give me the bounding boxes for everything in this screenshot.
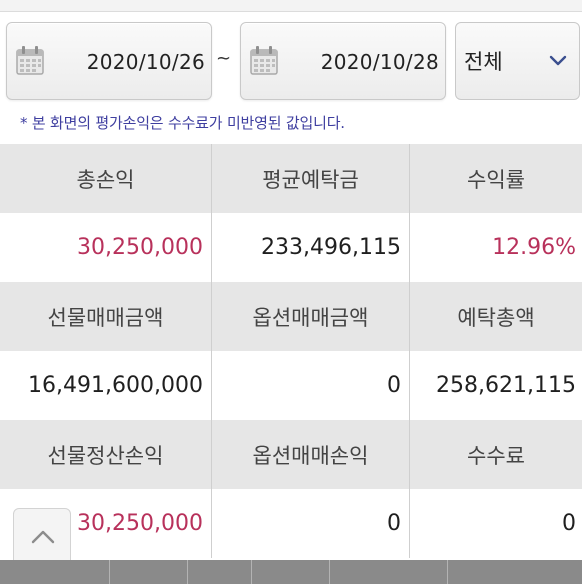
date-from-picker[interactable]: 2020/10/26 [6,22,212,100]
bottom-tab[interactable] [448,560,582,584]
value-options-trade-amount: 0 [212,351,410,420]
value-return-rate: 12.96% [492,235,576,260]
value-avg-deposit: 233,496,115 [212,213,410,282]
summary-label-row: 선물정산손익 옵션매매손익 수수료 [0,420,582,489]
label-avg-deposit: 평균예탁금 [212,144,410,213]
bottom-tab-bar [0,560,582,584]
value-futures-settlement-pl: 30,250,000 [0,489,212,558]
label-total-deposit: 예탁총액 [457,305,535,330]
bottom-tab[interactable] [252,560,330,584]
category-select[interactable]: 전체 [455,22,580,100]
value-futures-trade-amount: 16,491,600,000 [0,351,212,420]
summary-label-row: 총손익 평균예탁금 수익률 [0,144,582,213]
top-strip [0,0,582,12]
bottom-tab[interactable] [110,560,188,584]
label-commission: 수수료 [467,443,525,468]
value-total-deposit: 258,621,115 [436,373,576,398]
label-futures-trade-amount: 선물매매금액 [0,282,212,351]
date-from-value: 2020/10/26 [86,50,205,74]
label-options-trade-amount: 옵션매매금액 [212,282,410,351]
summary-grid: 총손익 평균예탁금 수익률 30,250,000 233,496,115 12.… [0,144,582,558]
label-futures-settlement-pl: 선물정산손익 [0,420,212,489]
chevron-up-icon [31,530,55,544]
summary-label-row: 선물매매금액 옵션매매금액 예탁총액 [0,282,582,351]
bottom-tab[interactable] [188,560,252,584]
date-to-value: 2020/10/28 [320,50,439,74]
bottom-tab[interactable] [0,560,110,584]
label-total-profit: 총손익 [0,144,212,213]
summary-value-row: 16,491,600,000 0 258,621,115 [0,351,582,420]
date-filter-row: 2020/10/26 ~ 2020/10/28 전체 [0,12,582,110]
category-select-value: 전체 [464,50,503,74]
bottom-tab[interactable] [330,560,448,584]
label-options-trade-pl: 옵션매매손익 [212,420,410,489]
commission-notice: * 본 화면의 평가손익은 수수료가 미반영된 값입니다. [20,114,345,132]
value-commission: 0 [562,511,576,536]
value-total-profit: 30,250,000 [0,213,212,282]
label-return-rate: 수익률 [467,167,525,192]
value-options-trade-pl: 0 [212,489,410,558]
date-range-separator: ~ [216,48,232,69]
chevron-down-icon [549,55,567,66]
scroll-to-top-button[interactable] [13,508,71,566]
summary-value-row: 30,250,000 233,496,115 12.96% [0,213,582,282]
date-to-picker[interactable]: 2020/10/28 [240,22,446,100]
calendar-icon [16,46,44,75]
summary-value-row: 30,250,000 0 0 [0,489,582,558]
calendar-icon [250,46,278,75]
